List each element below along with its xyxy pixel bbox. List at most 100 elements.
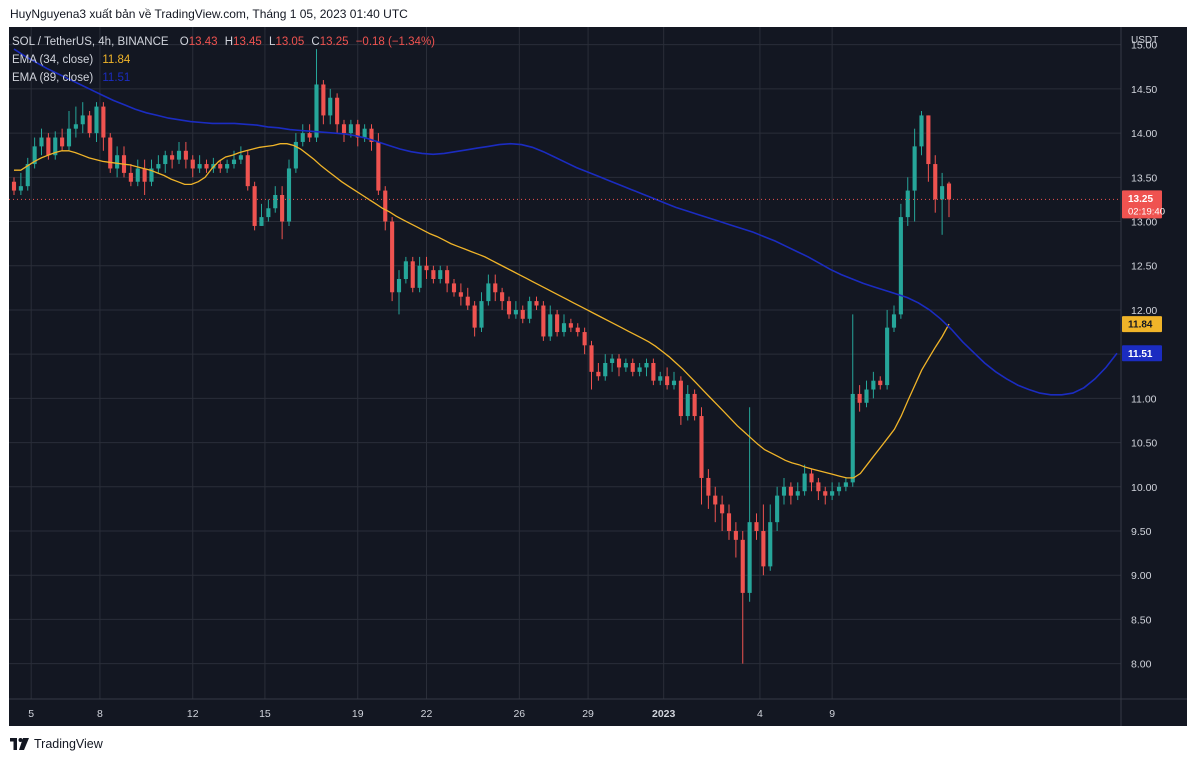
candle-up: [871, 380, 876, 390]
price-tick-label: 13.00: [1131, 217, 1157, 229]
candle-down: [878, 380, 883, 386]
candle-up: [885, 327, 890, 386]
candle-up: [898, 217, 903, 315]
candle-down: [46, 137, 51, 156]
time-tick-label: 8: [97, 708, 103, 720]
candle-down: [493, 283, 498, 293]
price-tick-label: 12.00: [1131, 305, 1157, 317]
candle-up: [843, 482, 848, 487]
candle-down: [946, 183, 952, 200]
candle-up: [259, 217, 264, 226]
candle-down: [534, 301, 539, 306]
candle-up: [603, 363, 608, 377]
time-tick-label: 5: [28, 708, 34, 720]
candle-up: [348, 124, 353, 134]
candle-up: [905, 190, 910, 218]
low-label: L: [269, 36, 276, 48]
ema89-tag-bg: [1122, 345, 1162, 362]
candle-down: [410, 261, 415, 288]
candle-up: [644, 363, 649, 368]
price-tick-label: 13.50: [1131, 172, 1157, 184]
time-tick-label: 22: [421, 708, 433, 720]
candle-up: [802, 473, 807, 492]
ema89-legend-row[interactable]: EMA (89, close) 11.51: [12, 69, 435, 87]
time-tick-label: 9: [829, 708, 835, 720]
candle-down: [390, 221, 395, 293]
open-label: O: [179, 36, 189, 48]
candle-up: [176, 150, 182, 160]
candle-down: [204, 164, 209, 169]
candles-series: [11, 49, 952, 664]
candle-down: [596, 371, 601, 377]
candle-up: [286, 168, 292, 222]
candle-down: [761, 531, 766, 567]
candle-down: [665, 376, 670, 386]
candle-down: [87, 115, 92, 134]
candle-down: [706, 477, 711, 496]
candle-up: [32, 146, 37, 165]
candle-down: [128, 172, 133, 182]
candle-down: [678, 380, 683, 417]
candle-down: [541, 305, 546, 337]
last-price-tag-countdown: 02:19:40: [1128, 206, 1165, 217]
candle-up: [479, 301, 484, 328]
candle-up: [80, 115, 85, 125]
candle-up: [156, 164, 161, 169]
candle-up: [39, 137, 44, 147]
time-axis-labels: 5 8 12 15 19 22 26 29 2023 4 9: [28, 708, 835, 720]
price-tick-label: 8.00: [1131, 659, 1152, 671]
tradingview-branding[interactable]: TradingView: [10, 737, 103, 751]
ema34-legend-row[interactable]: EMA (34, close) 11.84: [12, 51, 435, 69]
candle-down: [699, 416, 704, 478]
candle-up: [637, 367, 642, 372]
candle-down: [651, 363, 656, 381]
candle-up: [830, 491, 835, 496]
price-tick-label: 10.00: [1131, 482, 1157, 494]
candle-down: [108, 137, 113, 169]
candle-down: [142, 168, 147, 182]
ema89-legend-value: 11.51: [102, 72, 131, 84]
candle-down: [218, 164, 223, 169]
candle-down: [520, 309, 525, 319]
candle-down: [500, 292, 505, 302]
candle-down: [555, 314, 560, 333]
candle-up: [225, 164, 230, 169]
candle-up: [314, 84, 319, 138]
candle-up: [438, 270, 443, 279]
price-tick-label: 10.50: [1131, 438, 1157, 450]
candle-down: [431, 270, 436, 279]
price-tick-label: 9.00: [1131, 570, 1152, 582]
candle-down: [424, 265, 429, 271]
candle-down: [458, 292, 463, 297]
candle-down: [809, 473, 814, 483]
ema89-legend-label: EMA (89, close): [12, 72, 94, 84]
chart-legend: SOL / TetherUS, 4h, BINANCE O13.43 H13.4…: [12, 33, 435, 87]
candle-up: [66, 128, 72, 147]
candle-up: [864, 389, 869, 403]
price-tick-label: 14.50: [1131, 84, 1157, 96]
candle-up: [850, 393, 855, 483]
price-tick-label: 12.50: [1131, 261, 1157, 273]
candle-up: [18, 186, 23, 191]
price-tick-label: 11.00: [1131, 393, 1157, 405]
candle-up: [836, 486, 842, 492]
candle-up: [775, 495, 780, 523]
close-value: 13.25: [319, 36, 349, 48]
price-chart[interactable]: 8.008.509.009.5010.0010.5011.0011.5012.0…: [9, 27, 1187, 726]
candle-down: [816, 482, 821, 492]
candle-down: [355, 124, 360, 138]
chart-panel[interactable]: 8.008.509.009.5010.0010.5011.0011.5012.0…: [9, 27, 1187, 726]
ema89-line: [13, 48, 1118, 396]
candle-down: [451, 283, 457, 293]
time-tick-label: 29: [582, 708, 594, 720]
candle-down: [472, 305, 477, 328]
candle-up: [658, 376, 663, 381]
ema34-legend-value: 11.84: [102, 54, 131, 66]
candle-down: [280, 195, 285, 222]
last-price-tag-bg: [1122, 190, 1162, 219]
candle-down: [740, 539, 745, 593]
candle-down: [60, 137, 65, 147]
time-tick-label: 12: [187, 708, 199, 720]
ema34-tag-bg: [1122, 316, 1162, 333]
candle-down: [11, 181, 17, 191]
